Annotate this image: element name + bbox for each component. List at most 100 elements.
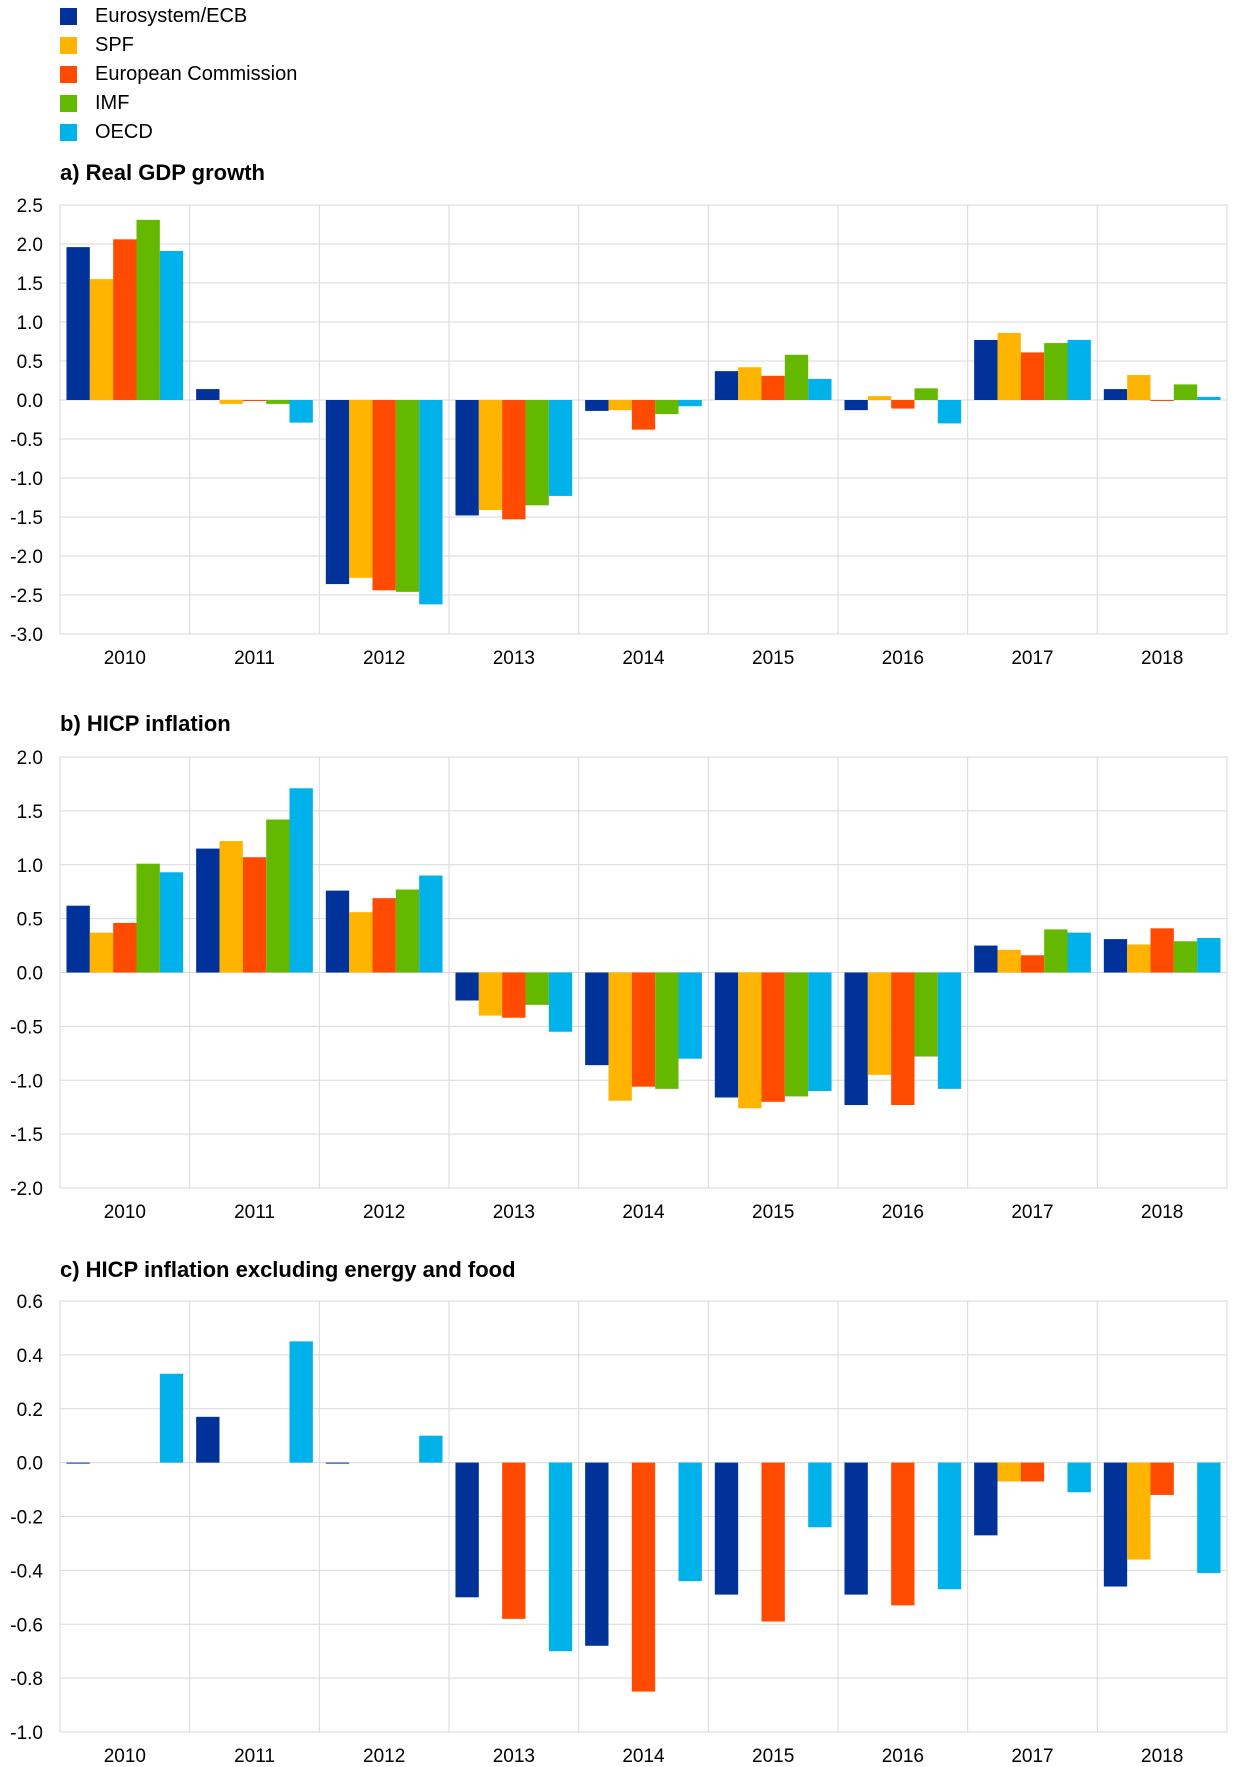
bar bbox=[66, 905, 90, 973]
bar bbox=[419, 1435, 443, 1463]
bar bbox=[113, 922, 137, 973]
bar bbox=[974, 945, 998, 973]
bar bbox=[937, 972, 962, 1089]
y-tick-label: 1.5 bbox=[17, 274, 43, 295]
bar bbox=[419, 875, 443, 973]
bar bbox=[808, 378, 832, 400]
bar bbox=[784, 972, 809, 1097]
bar bbox=[502, 1462, 526, 1619]
y-tick-label: -1.0 bbox=[10, 469, 43, 490]
panel-hicp-inflation: b) HICP inflation 2.0 1.5 1.0 0.5 0.0 -0.5 -1.… bbox=[0, 711, 1240, 1223]
bar bbox=[1044, 343, 1068, 400]
bar bbox=[196, 389, 220, 400]
bar bbox=[937, 400, 962, 424]
x-tick-label: 2012 bbox=[363, 1746, 405, 1767]
bar bbox=[289, 788, 313, 973]
bar bbox=[478, 400, 503, 510]
bar bbox=[1103, 389, 1128, 400]
bar bbox=[1103, 1462, 1128, 1587]
x-tick-label: 2012 bbox=[363, 648, 405, 669]
bar bbox=[349, 400, 373, 578]
bar bbox=[1127, 1462, 1151, 1560]
bar bbox=[808, 972, 832, 1092]
y-tick-label: -1.0 bbox=[10, 1071, 43, 1092]
y-tick-label: -0.5 bbox=[10, 1017, 43, 1038]
x-tick-label: 2014 bbox=[622, 1202, 665, 1223]
bar bbox=[66, 247, 90, 400]
bar bbox=[844, 972, 868, 1106]
bar bbox=[1044, 929, 1068, 973]
bar bbox=[89, 932, 114, 973]
y-tick-label: -0.4 bbox=[10, 1561, 43, 1582]
x-tick-label: 2014 bbox=[622, 648, 665, 669]
bar bbox=[136, 863, 160, 973]
bar bbox=[655, 400, 679, 415]
legend-swatch bbox=[60, 66, 77, 83]
y-tick-label: -0.2 bbox=[10, 1508, 43, 1529]
bar bbox=[159, 1373, 184, 1463]
legend-swatch bbox=[60, 37, 77, 54]
bar bbox=[395, 400, 420, 592]
x-tick-label: 2018 bbox=[1141, 1746, 1183, 1767]
panel-title: a) Real GDP growth bbox=[60, 160, 265, 185]
y-tick-label: 1.0 bbox=[17, 856, 43, 877]
bar bbox=[1020, 1462, 1045, 1482]
bar bbox=[266, 819, 290, 973]
bar bbox=[1127, 375, 1151, 400]
legend-label: IMF bbox=[95, 92, 130, 114]
bar bbox=[136, 219, 160, 400]
x-tick-label: 2010 bbox=[104, 1746, 146, 1767]
bar bbox=[631, 1462, 656, 1692]
bar bbox=[1197, 1462, 1221, 1574]
bar bbox=[266, 400, 290, 404]
bar bbox=[784, 354, 809, 400]
x-tick-label: 2010 bbox=[104, 1202, 146, 1223]
bar bbox=[738, 972, 762, 1109]
bar bbox=[678, 400, 702, 407]
bar bbox=[525, 972, 549, 1005]
y-tick-label: 0.0 bbox=[17, 1454, 43, 1475]
bar bbox=[891, 1462, 915, 1606]
bar bbox=[219, 400, 243, 404]
plot-frame bbox=[59, 204, 1228, 635]
bar bbox=[325, 400, 350, 585]
bar bbox=[455, 972, 479, 1001]
bar bbox=[502, 972, 526, 1018]
bar bbox=[419, 400, 443, 605]
bar bbox=[974, 1462, 998, 1536]
bar bbox=[548, 1462, 573, 1652]
bar bbox=[1020, 352, 1045, 400]
y-tick-label: 1.5 bbox=[17, 802, 43, 823]
x-tick-label: 2013 bbox=[493, 1202, 535, 1223]
bar bbox=[1150, 400, 1174, 401]
bar bbox=[808, 1462, 832, 1528]
y-tick-label: 2.0 bbox=[17, 235, 43, 256]
bar bbox=[585, 400, 609, 411]
bar bbox=[997, 1462, 1021, 1482]
y-tick-label: 2.5 bbox=[17, 196, 43, 217]
bar bbox=[89, 279, 114, 400]
legend-label: European Commission bbox=[95, 63, 298, 85]
bar bbox=[372, 400, 396, 591]
y-tick-label: 0.0 bbox=[17, 391, 43, 412]
bar bbox=[289, 1341, 313, 1463]
x-tick-label: 2012 bbox=[363, 1202, 405, 1223]
bar-chart-real-gdp-growth: 2.5 2.0 1.5 1.0 0.5 0.0 -0.5 -1.0 -1.5 -2.0 -2.5 -3… bbox=[10, 196, 1228, 669]
x-tick-label: 2010 bbox=[104, 648, 146, 669]
bar bbox=[325, 1462, 350, 1464]
legend-swatch bbox=[60, 124, 77, 141]
bar bbox=[455, 1462, 479, 1598]
bar bbox=[1197, 938, 1221, 973]
panel-real-gdp-growth: a) Real GDP growth 2.5 2.0 1.5 1.0 0.5 0.0 -0.… bbox=[0, 160, 1240, 669]
bar bbox=[914, 388, 938, 400]
y-tick-label: -0.8 bbox=[10, 1669, 43, 1690]
bar bbox=[844, 1462, 868, 1595]
plot-frame bbox=[59, 1300, 1228, 1733]
x-tick-label: 2018 bbox=[1141, 648, 1183, 669]
legend-label: SPF bbox=[95, 34, 134, 56]
y-tick-label: 2.0 bbox=[17, 748, 43, 769]
bar bbox=[159, 251, 184, 400]
x-tick-label: 2011 bbox=[234, 648, 275, 669]
bar bbox=[585, 1462, 609, 1646]
bar bbox=[678, 1462, 702, 1582]
